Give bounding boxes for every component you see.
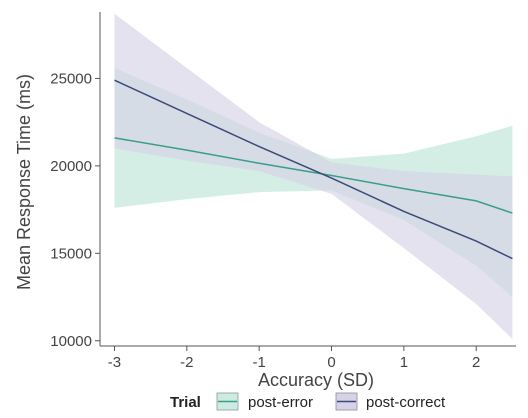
- line-post-correct: [114, 79, 513, 260]
- y-tick-label: 10000: [50, 333, 92, 350]
- legend-title: Trial: [170, 394, 201, 411]
- legend-label-post-correct: post-correct: [366, 394, 446, 411]
- trend-lines: [114, 79, 513, 260]
- confidence-bands: [114, 13, 513, 339]
- x-tick-label: -2: [180, 354, 193, 371]
- x-tick-label: 2: [472, 354, 480, 371]
- legend: Trial post-error post-correct: [170, 392, 446, 411]
- y-tick-label: 25000: [50, 70, 92, 87]
- y-axis-ticks: 10000 15000 20000 25000: [50, 70, 100, 350]
- x-tick-label: -1: [252, 354, 265, 371]
- x-axis-title: Accuracy (SD): [258, 370, 374, 390]
- y-tick-label: 15000: [50, 245, 92, 262]
- x-axis-ticks: -3 -2 -1 0 1 2: [108, 346, 480, 371]
- x-tick-label: 0: [327, 354, 335, 371]
- x-tick-label: 1: [400, 354, 408, 371]
- legend-item-post-correct: post-correct: [335, 392, 446, 411]
- line-post-error: [114, 137, 513, 214]
- y-axis-title: Mean Response Time (ms): [14, 74, 34, 290]
- legend-label-post-error: post-error: [248, 394, 313, 411]
- band-post-correct: [114, 13, 513, 339]
- y-tick-label: 20000: [50, 158, 92, 175]
- legend-item-post-error: post-error: [216, 392, 313, 411]
- x-tick-label: -3: [108, 354, 121, 371]
